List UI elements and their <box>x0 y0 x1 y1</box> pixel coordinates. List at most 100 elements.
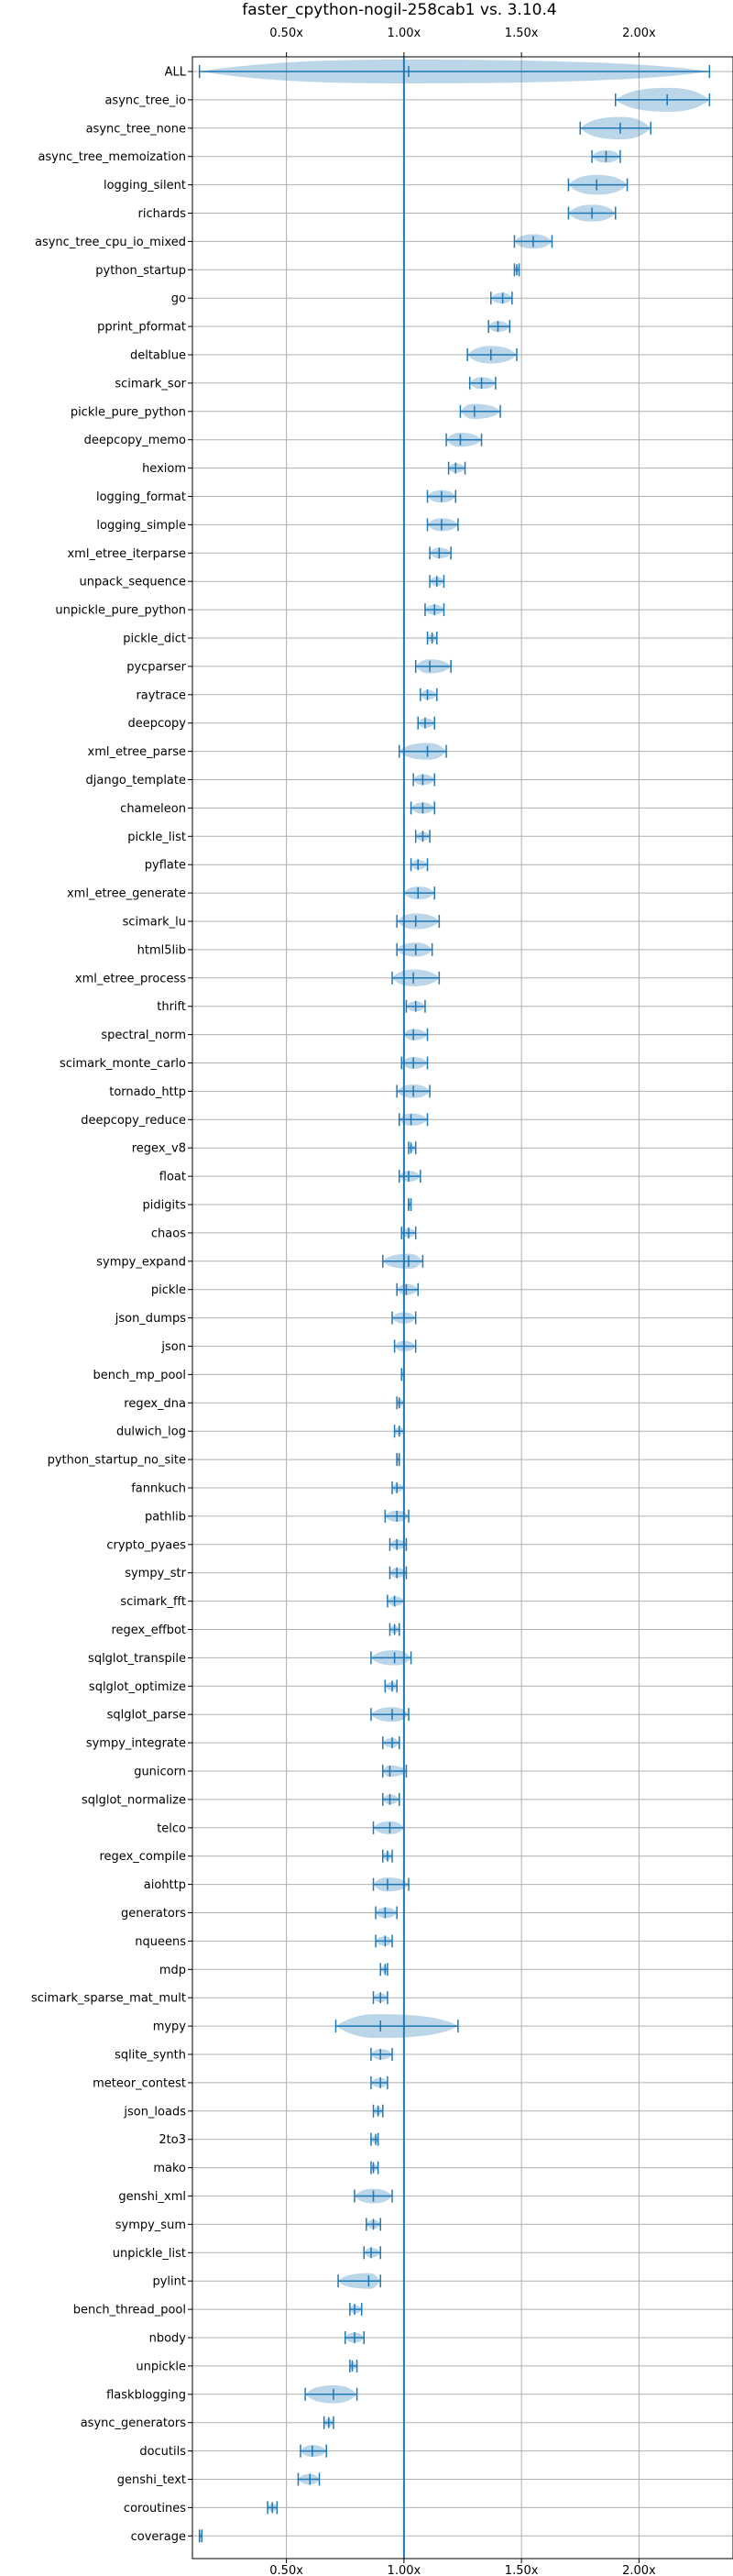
y-tick-label: richards <box>138 207 187 221</box>
violin-genshi_text <box>297 2472 321 2486</box>
x-tick-label-top: 1.50x <box>505 27 539 40</box>
y-tick-label: pylint <box>152 2275 186 2289</box>
y-tick-label: unpickle_pure_python <box>55 604 186 618</box>
y-tick-label: json_dumps <box>115 1312 186 1326</box>
y-tick-label: bench_thread_pool <box>73 2304 186 2317</box>
violin-async_tree_cpu_io_mixed <box>513 234 553 249</box>
violin-pathlib <box>384 1509 410 1523</box>
violin-pickle_pure_python <box>459 403 501 420</box>
violin-logging_format <box>426 490 457 503</box>
violin-coroutines <box>267 2501 279 2515</box>
y-tick-label: gunicorn <box>134 1766 186 1779</box>
y-tick-label: pyflate <box>145 859 186 873</box>
y-tick-label: telco <box>157 1822 186 1835</box>
y-tick-label: hexiom <box>142 462 186 476</box>
violin-pprint_pformat <box>487 320 511 334</box>
violin-mdp <box>379 1963 388 1976</box>
violin-sympy_expand <box>382 1253 424 1270</box>
violin-docutils <box>300 2444 327 2458</box>
violin-bench_thread_pool <box>349 2303 363 2317</box>
violin-regex_compile <box>382 1849 393 1863</box>
chart-title: faster_cpython-nogil-258cab1 vs. 3.10.4 <box>242 1 556 19</box>
y-tick-label: 2to3 <box>159 2133 186 2147</box>
violin-xml_etree_parse <box>398 743 447 760</box>
violin-chaos <box>400 1226 417 1239</box>
violin-sqlite_synth <box>370 2048 393 2061</box>
y-tick-label: float <box>159 1171 186 1184</box>
violin-python_startup_no_site <box>396 1453 400 1467</box>
y-tick-label: chaos <box>151 1227 186 1240</box>
violin-mako <box>370 2161 379 2174</box>
y-tick-label: generators <box>121 1907 186 1921</box>
y-tick-label: sympy_str <box>125 1567 186 1580</box>
y-tick-label: deepcopy_reduce <box>81 1114 186 1128</box>
x-tick-label-bottom: 0.50x <box>269 2564 303 2576</box>
x-tick-label-top: 0.50x <box>269 27 303 40</box>
y-tick-label: xml_etree_process <box>75 972 186 985</box>
violin-nbody <box>344 2331 366 2344</box>
violin-scimark_monte_carlo <box>400 1056 429 1070</box>
violin-unpack_sequence <box>429 575 445 589</box>
y-tick-label: nbody <box>149 2332 187 2346</box>
violin-2to3 <box>370 2132 379 2146</box>
violin-python_startup <box>513 263 520 277</box>
violin-deepcopy <box>417 716 435 730</box>
y-tick-label: scimark_monte_carlo <box>60 1057 186 1071</box>
violin-pycparser <box>414 659 452 674</box>
y-tick-label: regex_dna <box>124 1397 186 1411</box>
y-tick-label: pickle <box>151 1283 186 1297</box>
y-tick-label: mdp <box>159 1964 186 1977</box>
violin-deepcopy_memo <box>445 433 483 447</box>
violin-logging_silent <box>567 174 629 195</box>
y-tick-label: async_generators <box>81 2416 187 2430</box>
y-tick-label: json <box>160 1340 186 1354</box>
violin-chameleon <box>410 801 435 815</box>
violin-mypy <box>334 2014 459 2039</box>
y-tick-label: spectral_norm <box>101 1029 186 1042</box>
y-tick-label: logging_simple <box>96 519 186 533</box>
violin-django_template <box>412 773 435 787</box>
y-tick-label: sympy_integrate <box>86 1737 186 1751</box>
violin-thrift <box>405 999 426 1013</box>
violin-spectral_norm <box>403 1028 429 1041</box>
violin-regex_v8 <box>408 1141 417 1155</box>
y-tick-label: pprint_pformat <box>97 321 186 335</box>
y-tick-label: async_tree_memoization <box>38 150 186 164</box>
violin-pickle <box>396 1282 420 1296</box>
violin-nqueens <box>375 1934 393 1948</box>
y-tick-label: regex_compile <box>99 1850 186 1864</box>
violin-scimark_fft <box>387 1594 405 1608</box>
violin-richards <box>567 204 617 222</box>
violin-sympy_integrate <box>382 1736 400 1750</box>
y-tick-label: deltablue <box>130 349 186 363</box>
y-tick-label: scimark_sor <box>115 377 186 391</box>
y-tick-label: dulwich_log <box>116 1426 186 1439</box>
violin-json <box>393 1339 417 1353</box>
y-tick-label: sqlglot_normalize <box>82 1793 186 1807</box>
x-tick-label-top: 1.00x <box>388 27 421 40</box>
y-tick-label: go <box>171 292 186 306</box>
y-tick-label: sqlglot_optimize <box>89 1680 186 1694</box>
y-tick-label: nqueens <box>135 1935 186 1949</box>
y-tick-label: logging_format <box>96 490 186 504</box>
violin-async_generators <box>323 2416 334 2429</box>
y-tick-label: pycparser <box>126 660 186 674</box>
violin-bench_mp_pool <box>400 1368 405 1382</box>
y-tick-label: docutils <box>139 2445 186 2459</box>
y-tick-label: pidigits <box>143 1199 187 1213</box>
y-tick-label: pickle_pure_python <box>71 405 186 419</box>
y-tick-label: crypto_pyaes <box>106 1538 186 1552</box>
y-tick-label: unpack_sequence <box>79 576 186 589</box>
y-tick-label: django_template <box>86 774 186 787</box>
violin-xml_etree_iterparse <box>429 546 452 560</box>
violin-xml_etree_process <box>391 969 441 986</box>
y-tick-label: sqlite_synth <box>115 2049 186 2063</box>
x-tick-labels-bottom: 0.50x 1.00x 1.50x 2.00x <box>269 2559 656 2576</box>
y-tick-label: bench_mp_pool <box>93 1369 186 1382</box>
violin-html5lib <box>396 942 433 957</box>
violin-regex_dna <box>396 1396 405 1410</box>
violin-pickle_dict <box>426 632 438 644</box>
y-tick-label: deepcopy <box>127 717 186 731</box>
y-tick-label: unpickle_list <box>113 2247 186 2261</box>
y-tick-label: async_tree_cpu_io_mixed <box>35 236 186 249</box>
